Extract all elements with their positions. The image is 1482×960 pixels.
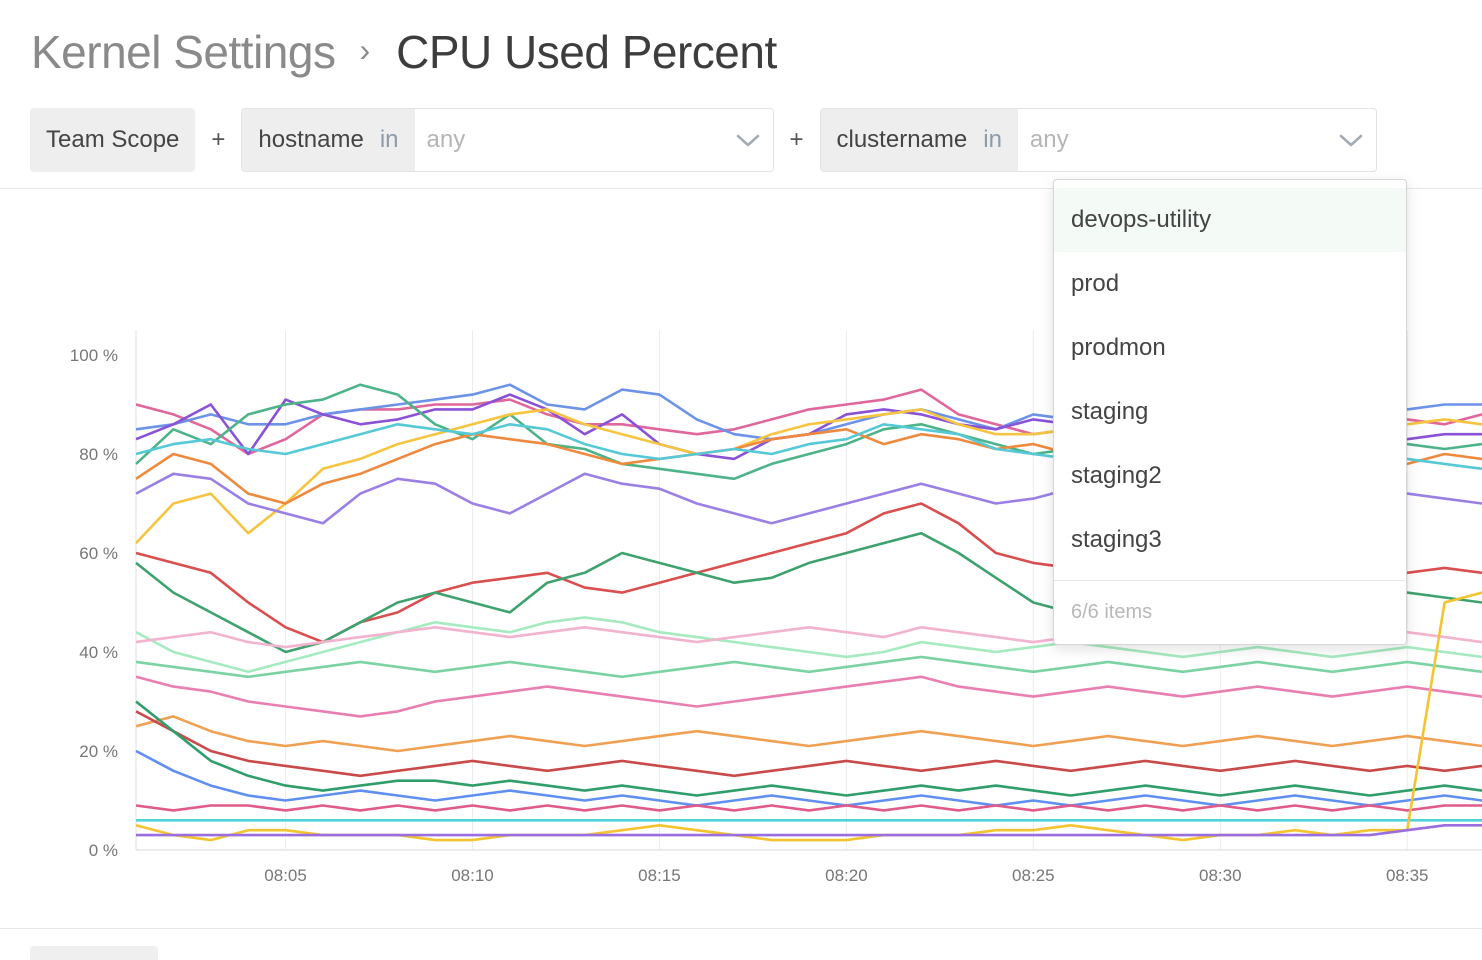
y-tick-label: 0 % [89,841,118,860]
team-scope-chip[interactable]: Team Scope [30,108,196,172]
series-line-10[interactable] [135,616,1482,674]
x-tick-label: 08:10 [451,866,494,885]
series-line-15[interactable] [135,710,1482,778]
page-title: CPU Used Percent [396,26,777,78]
series-line-21[interactable] [136,823,1482,837]
dropdown-option-devops-utility[interactable]: devops-utility [1054,188,1406,252]
breadcrumb-separator-icon: › [359,31,371,68]
series-line-17[interactable] [135,749,1482,807]
x-tick-label: 08:35 [1386,866,1429,885]
chevron-down-icon [1339,134,1363,147]
y-tick-label: 60 % [79,544,118,563]
plus-icon: + [211,126,226,153]
filter-key-label: hostname [258,126,364,153]
hostname-value-select[interactable]: any [414,109,773,171]
dropdown-option-staging[interactable]: staging [1071,398,1149,425]
clustername-filter-key[interactable]: clustername in [820,109,1018,171]
series-line-12[interactable] [135,655,1482,679]
x-tick-label: 08:15 [638,866,681,885]
chevron-down-icon [736,134,759,147]
clustername-filter: clustername in any [819,108,1377,172]
filter-value-placeholder: any [426,126,466,153]
dropdown-option-staging3[interactable]: staging3 [1071,526,1162,553]
filter-operator: in [379,126,399,153]
filter-bar: Team Scope + hostname in any + clusterna… [30,108,1377,172]
clustername-dropdown-menu: devops-utility prod prodmon staging staging2… [1053,179,1407,645]
bottom-tab-stub[interactable] [30,946,158,960]
x-tick-label: 08:05 [264,866,307,885]
y-tick-label: 40 % [79,643,118,662]
dropdown-option-prodmon[interactable]: prodmon [1071,334,1166,361]
x-tick-label: 08:30 [1199,866,1242,885]
x-tick-label: 08:25 [1012,866,1055,885]
dropdown-option-prod[interactable]: prod [1071,270,1120,297]
dropdown-item-count: 6/6 items [1054,580,1406,644]
header-divider [0,188,1482,189]
clustername-value-select[interactable]: any [1017,109,1376,171]
plus-icon: + [789,126,804,153]
y-tick-label: 20 % [79,742,118,761]
filter-value-placeholder: any [1029,126,1069,153]
dropdown-options-list: devops-utility prod prodmon staging staging2… [1054,180,1406,572]
series-line-16[interactable] [135,700,1482,797]
series-line-14[interactable] [135,715,1482,753]
series-line-13[interactable] [135,675,1482,718]
hostname-filter: hostname in any [241,108,774,172]
x-tick-label: 08:20 [825,866,868,885]
filter-operator: in [983,126,1002,153]
breadcrumb: Kernel Settings › CPU Used Percent [31,22,777,82]
y-tick-label: 100 % [70,346,118,365]
hostname-filter-key[interactable]: hostname in [242,109,415,171]
filter-key-label: clustername [836,126,968,153]
chart-divider [0,928,1482,929]
dropdown-option-staging2[interactable]: staging2 [1071,462,1162,489]
series-line-18[interactable] [135,804,1482,812]
breadcrumb-parent-link[interactable]: Kernel Settings [31,26,336,78]
y-tick-label: 80 % [79,445,118,464]
